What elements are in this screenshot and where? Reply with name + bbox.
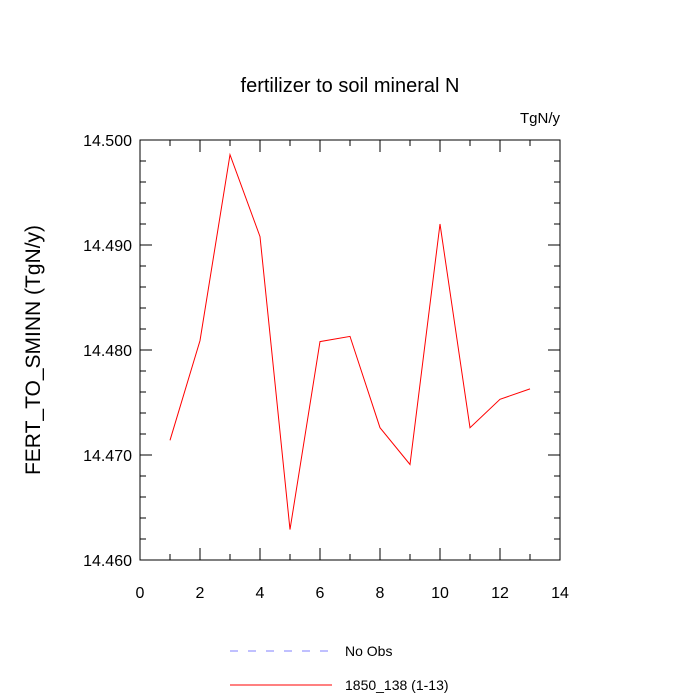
series-line [169, 152, 531, 530]
series-layer [169, 152, 531, 530]
plot-frame [139, 139, 561, 561]
legend-label-no-obs: No Obs [345, 643, 392, 659]
y-tick-label: 14.470 [83, 448, 132, 465]
y-tick-label: 14.500 [83, 133, 132, 150]
units-label: TgN/y [520, 110, 561, 127]
x-tick-label: 2 [196, 585, 205, 602]
y-tick-label: 14.480 [83, 343, 132, 360]
x-tick-label: 0 [136, 585, 145, 602]
y-tick-label: 14.460 [83, 553, 132, 570]
axes: 0 2 4 6 8 10 12 14 14.460 14.470 14.480 14.490 14.50… [83, 133, 569, 602]
legend: No Obs 1850_138 (1-13) [230, 643, 449, 693]
y-axis-label: FERT_TO_SMINN (TgN/y) [22, 225, 45, 475]
legend-label-series: 1850_138 (1-13) [345, 677, 449, 693]
y-tick-label: 14.490 [83, 238, 132, 255]
x-tick-label: 14 [551, 585, 569, 602]
x-tick-label: 10 [431, 585, 449, 602]
x-tick-label: 8 [376, 585, 385, 602]
x-tick-label: 4 [256, 585, 265, 602]
chart-title: fertilizer to soil mineral N [241, 75, 460, 97]
x-tick-label: 12 [491, 585, 509, 602]
x-tick-label: 6 [316, 585, 325, 602]
